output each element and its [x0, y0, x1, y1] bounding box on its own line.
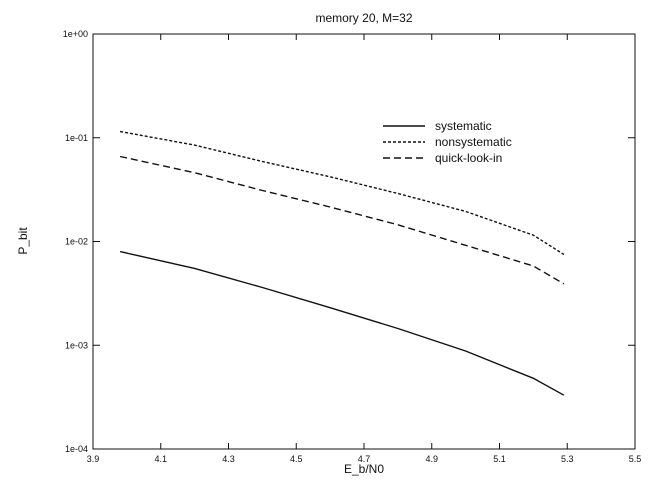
x-tick-label: 4.1	[154, 454, 167, 464]
series-line-quick-look-in	[119, 155, 565, 285]
legend-label: nonsystematic	[435, 135, 512, 149]
plot-frame	[92, 33, 636, 450]
series-line-systematic	[119, 250, 565, 396]
y-tick-label: 1e-01	[65, 133, 88, 143]
legend-label: systematic	[435, 119, 492, 133]
legend: systematic nonsystematic quick-look-in	[383, 119, 512, 165]
x-tick-label: 4.9	[425, 454, 438, 464]
x-tick-label: 4.7	[358, 454, 371, 464]
x-tick-label: 4.5	[290, 454, 303, 464]
y-tick-label: 1e+00	[63, 29, 88, 39]
series-line-nonsystematic	[119, 130, 565, 256]
x-axis-label: E_b/N0	[344, 462, 384, 476]
chart-title: memory 20, M=32	[315, 11, 412, 25]
y-axis-label: P_bit	[16, 227, 30, 255]
y-tick-label: 1e-04	[65, 444, 88, 454]
y-tick-label: 1e-02	[65, 237, 88, 247]
x-axis: 3.9 4.1 4.3 4.5 4.7 4.9 5.1 5.3 5.5	[87, 34, 642, 464]
y-tick-label: 1e-03	[65, 340, 88, 350]
x-tick-label: 5.3	[561, 454, 574, 464]
y-axis: 1e-04 1e-03 1e-02 1e-01 1e+00	[63, 29, 635, 454]
legend-label: quick-look-in	[435, 151, 502, 165]
x-tick-label: 5.1	[493, 454, 506, 464]
x-tick-label: 4.3	[222, 454, 235, 464]
series-layer	[119, 130, 565, 396]
x-tick-label: 3.9	[87, 454, 100, 464]
x-tick-label: 5.5	[629, 454, 642, 464]
